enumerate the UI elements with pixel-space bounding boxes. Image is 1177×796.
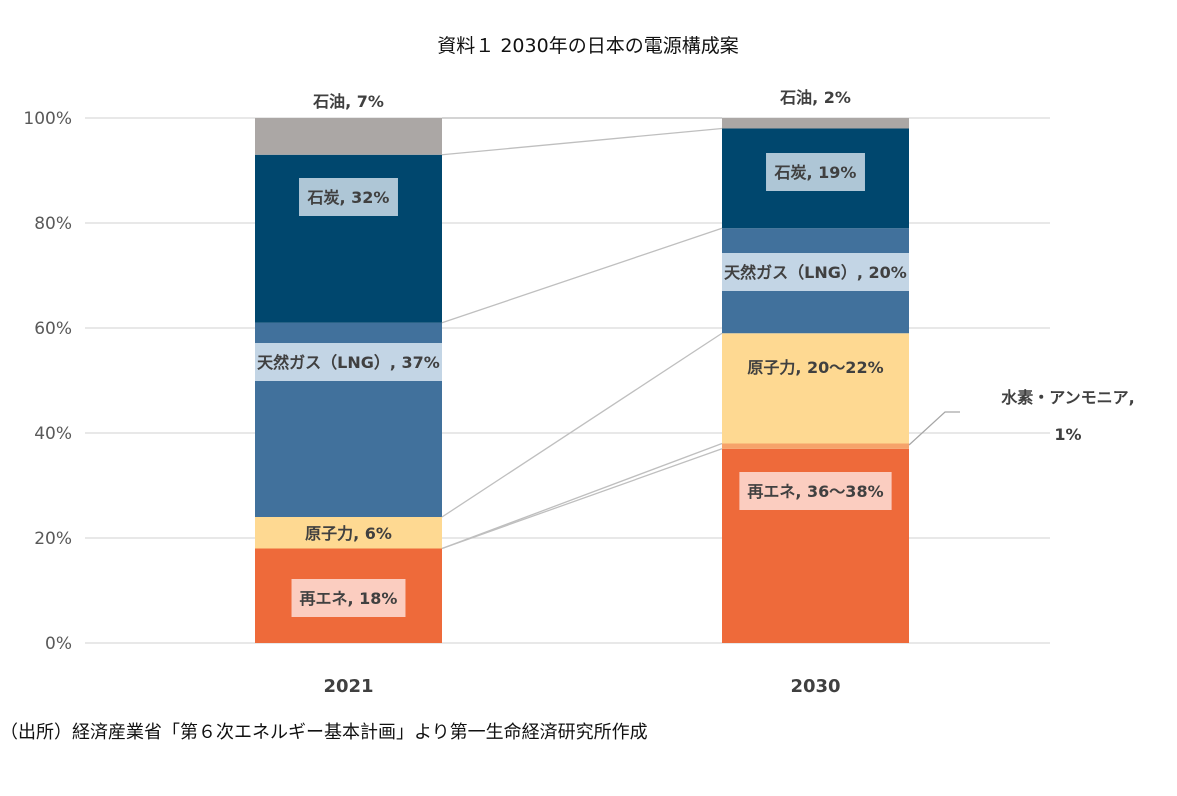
bar-segment: [255, 118, 442, 155]
series-connector-line: [441, 332, 723, 518]
series-connector-line: [441, 448, 723, 550]
data-label-background: [722, 253, 909, 291]
x-category-label: 2021: [323, 676, 373, 697]
x-category-label: 2030: [790, 676, 840, 697]
data-label-background: [255, 343, 442, 381]
bar-segment: [722, 118, 909, 129]
data-label-background: [299, 178, 398, 216]
source-note: （出所）経済産業省「第６次エネルギー基本計画」より第一生命経済研究所作成: [0, 722, 648, 743]
y-tick-label: 0%: [45, 634, 72, 654]
bar-segment: [722, 443, 909, 449]
data-label: 原子力, 6%: [305, 524, 392, 543]
bar-segment: [255, 517, 442, 549]
data-label: 原子力, 20〜22%: [747, 358, 883, 377]
bar-segment: [722, 333, 909, 444]
y-tick-label: 20%: [34, 529, 72, 549]
data-label-background: [766, 153, 865, 191]
data-label: 水素・アンモニア,: [1001, 388, 1134, 407]
y-tick-label: 100%: [23, 109, 72, 129]
data-label-background: [739, 472, 892, 510]
data-label: 石炭, 32%: [307, 188, 390, 207]
y-tick-label: 60%: [34, 319, 72, 339]
leader-line: [908, 411, 960, 446]
data-label: 天然ガス（LNG）, 37%: [257, 353, 440, 372]
data-label: 1%: [1054, 425, 1081, 444]
data-label: 再エネ, 18%: [300, 589, 398, 608]
chart-title: 資料１ 2030年の日本の電源構成案: [437, 35, 738, 57]
series-connector-line: [441, 442, 723, 550]
data-label: 天然ガス（LNG）, 20%: [724, 263, 907, 282]
series-connector-line: [441, 227, 723, 324]
y-tick-label: 80%: [34, 214, 72, 234]
data-label: 石油, 2%: [779, 88, 851, 107]
y-tick-label: 40%: [34, 424, 72, 444]
data-label: 石炭, 19%: [774, 163, 857, 182]
series-connector-line: [441, 127, 723, 156]
data-label-background: [291, 579, 406, 617]
data-label: 再エネ, 36〜38%: [747, 482, 883, 501]
data-label: 石油, 7%: [312, 92, 384, 111]
